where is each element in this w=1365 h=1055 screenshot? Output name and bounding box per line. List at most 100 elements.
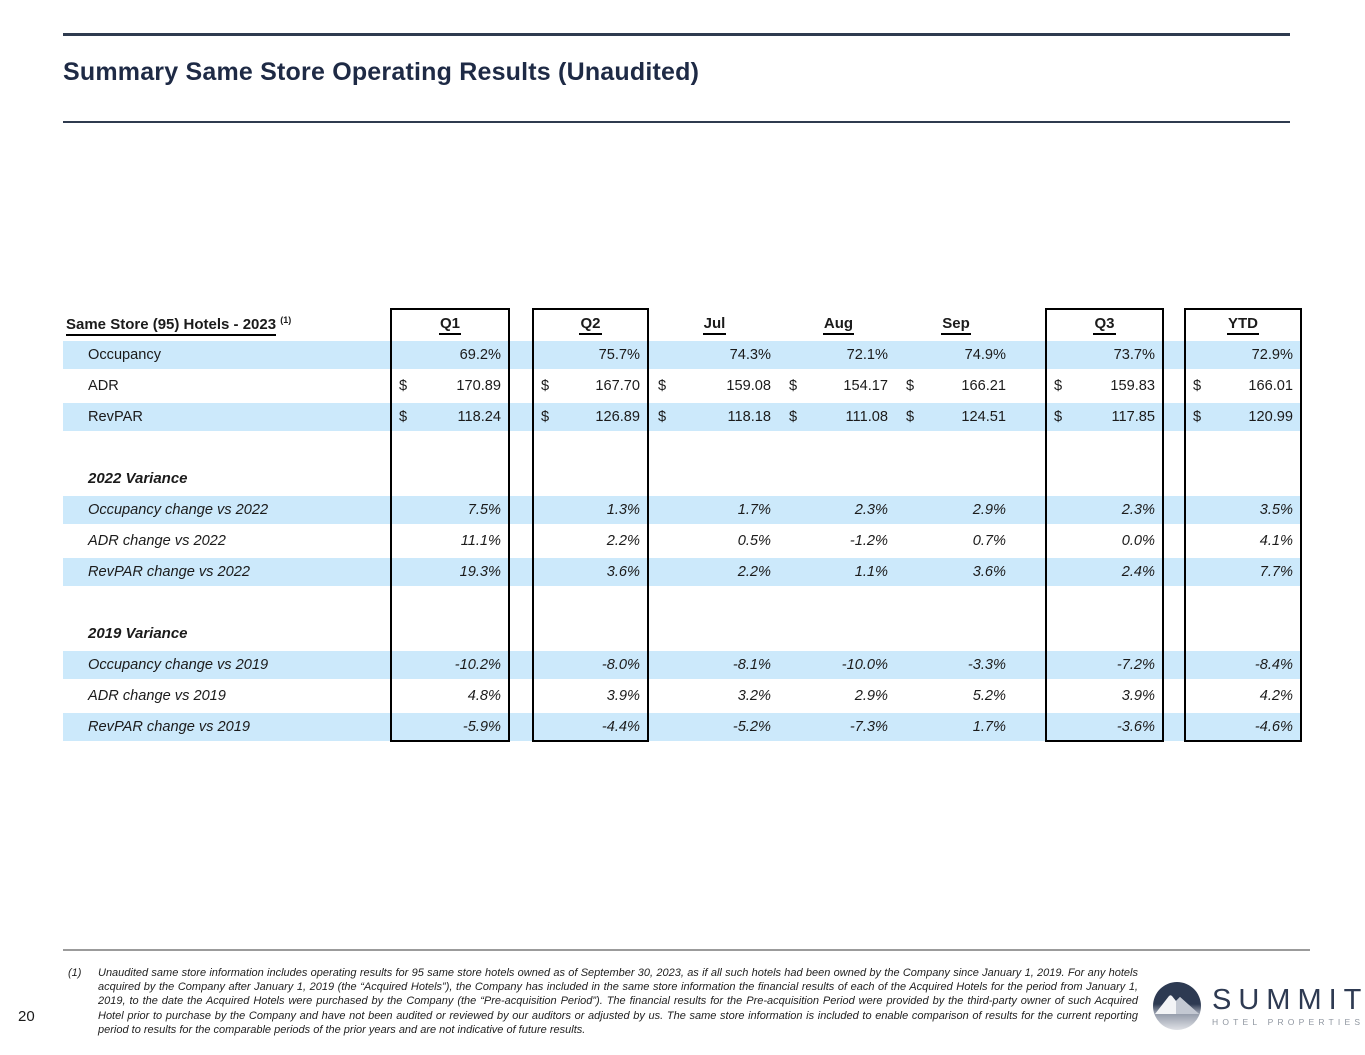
variance-label: RevPAR change vs 2019 xyxy=(88,718,250,735)
currency-symbol: $ xyxy=(541,377,550,394)
logo-title: SUMMIT xyxy=(1212,984,1365,1016)
currency-symbol: $ xyxy=(658,408,667,425)
variance-value: 3.9% xyxy=(1121,687,1155,704)
currency-symbol: $ xyxy=(658,377,667,394)
column-header-jul: Jul xyxy=(649,315,780,335)
column-header-ytd: YTD xyxy=(1184,315,1302,335)
mountain-logo-icon xyxy=(1153,982,1201,1030)
metric-value: $120.99 xyxy=(1193,408,1293,425)
variance-value: -5.9% xyxy=(462,718,501,735)
variance-value: 2.4% xyxy=(1121,563,1155,580)
metric-value: $126.89 xyxy=(541,408,640,425)
variance-value: 0.0% xyxy=(1121,532,1155,549)
currency-symbol: $ xyxy=(541,408,550,425)
metric-row: ADR $170.89 $167.70 $159.08 $154.17 $166.21 $1… xyxy=(63,370,1302,401)
variance-row: Occupancy change vs 2022 7.5% 1.3% 1.7% 2.3%… xyxy=(63,494,1302,525)
metric-value: $111.08 xyxy=(789,408,888,425)
currency-symbol: $ xyxy=(1193,377,1202,394)
variance-value: 4.2% xyxy=(1259,687,1293,704)
variance-value: 11.1% xyxy=(460,532,501,549)
currency-symbol: $ xyxy=(399,377,408,394)
metric-value: $154.17 xyxy=(789,377,888,394)
metric-value: $118.18 xyxy=(658,408,771,425)
variance-value: 3.5% xyxy=(1259,501,1293,518)
variance-value: -3.3% xyxy=(967,656,1006,673)
variance-value: 2.3% xyxy=(1121,501,1155,518)
metric-value: $166.01 xyxy=(1193,377,1293,394)
variance-value: 7.7% xyxy=(1259,563,1293,580)
table-header-row: Same Store (95) Hotels - 2023 (1) Q1 Q2 Jul… xyxy=(63,308,1302,339)
metric-value: 74.9% xyxy=(964,346,1006,363)
variance-value: 2.2% xyxy=(606,532,640,549)
column-header-q3: Q3 xyxy=(1045,315,1164,335)
variance-value: 3.9% xyxy=(606,687,640,704)
column-header-q1: Q1 xyxy=(390,315,510,335)
section-title-row: 2019 Variance xyxy=(63,618,1302,649)
currency-symbol: $ xyxy=(906,377,915,394)
summit-logo: SUMMIT HOTEL PROPERTIES xyxy=(1152,981,1365,1031)
metric-value: 72.1% xyxy=(846,346,888,363)
currency-symbol: $ xyxy=(906,408,915,425)
variance-value: 2.9% xyxy=(854,687,888,704)
footnote-marker: (1) xyxy=(68,967,82,979)
variance-value: 7.5% xyxy=(467,501,501,518)
logo-text: SUMMIT HOTEL PROPERTIES xyxy=(1212,985,1365,1027)
spacer-row xyxy=(63,432,1302,463)
variance-value: 1.7% xyxy=(737,501,771,518)
variance-value: -3.6% xyxy=(1116,718,1155,735)
metric-value: 69.2% xyxy=(459,346,501,363)
variance-value: -8.1% xyxy=(732,656,771,673)
variance-value: 1.1% xyxy=(854,563,888,580)
variance-value: -1.2% xyxy=(849,532,888,549)
metric-value: 74.3% xyxy=(729,346,771,363)
metric-label: ADR xyxy=(88,377,119,394)
variance-value: -5.2% xyxy=(732,718,771,735)
metric-value: 72.9% xyxy=(1251,346,1293,363)
section-title: 2019 Variance xyxy=(88,625,188,642)
variance-value: 4.8% xyxy=(467,687,501,704)
variance-label: Occupancy change vs 2019 xyxy=(88,656,269,673)
spacer-row xyxy=(63,587,1302,618)
metric-value: $159.83 xyxy=(1054,377,1155,394)
variance-value: 1.7% xyxy=(972,718,1006,735)
top-rule xyxy=(63,33,1290,36)
column-header-sep: Sep xyxy=(897,315,1015,335)
metric-value: $124.51 xyxy=(906,408,1006,425)
metric-value: $118.24 xyxy=(399,408,501,425)
metric-value: 73.7% xyxy=(1113,346,1155,363)
variance-value: 1.3% xyxy=(606,501,640,518)
variance-value: 0.7% xyxy=(972,532,1006,549)
variance-row: Occupancy change vs 2019 -10.2% -8.0% -8.1%… xyxy=(63,649,1302,680)
table-grid: Same Store (95) Hotels - 2023 (1) Q1 Q2 Jul… xyxy=(63,308,1302,742)
currency-symbol: $ xyxy=(1054,377,1063,394)
variance-value: -10.2% xyxy=(454,656,501,673)
variance-label: ADR change vs 2022 xyxy=(88,532,226,549)
metric-value: 75.7% xyxy=(598,346,640,363)
variance-label: ADR change vs 2019 xyxy=(88,687,226,704)
metric-value: $117.85 xyxy=(1054,408,1155,425)
operating-results-table: Same Store (95) Hotels - 2023 (1) Q1 Q2 Jul… xyxy=(63,308,1302,743)
variance-row: ADR change vs 2022 11.1% 2.2% 0.5% -1.2% 0.7%… xyxy=(63,525,1302,556)
title-rule xyxy=(63,121,1290,123)
logo-subtitle: HOTEL PROPERTIES xyxy=(1212,1017,1365,1027)
variance-value: -7.3% xyxy=(849,718,888,735)
variance-value: -10.0% xyxy=(841,656,888,673)
metric-value: $166.21 xyxy=(906,377,1006,394)
section-title-row: 2022 Variance xyxy=(63,463,1302,494)
variance-value: -7.2% xyxy=(1116,656,1155,673)
variance-value: 3.6% xyxy=(606,563,640,580)
variance-row: RevPAR change vs 2019 -5.9% -4.4% -5.2% -7.3… xyxy=(63,711,1302,742)
metric-label: RevPAR xyxy=(88,408,143,425)
section-title: 2022 Variance xyxy=(88,470,188,487)
variance-label: RevPAR change vs 2022 xyxy=(88,563,250,580)
metric-row: Occupancy 69.2% 75.7% 74.3% 72.1% 74.9% 73.7% 7… xyxy=(63,339,1302,370)
variance-value: 5.2% xyxy=(972,687,1006,704)
variance-value: -4.6% xyxy=(1254,718,1293,735)
variance-value: 2.3% xyxy=(854,501,888,518)
column-header-aug: Aug xyxy=(780,315,897,335)
currency-symbol: $ xyxy=(1054,408,1063,425)
variance-value: 0.5% xyxy=(737,532,771,549)
metric-row: RevPAR $118.24 $126.89 $118.18 $111.08 $124.5… xyxy=(63,401,1302,432)
footnote-rule xyxy=(63,949,1310,951)
column-header-q2: Q2 xyxy=(532,315,649,335)
